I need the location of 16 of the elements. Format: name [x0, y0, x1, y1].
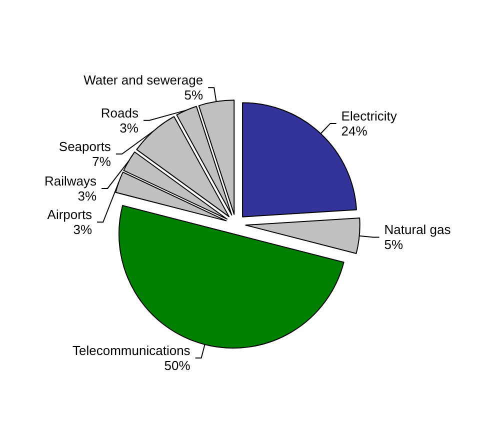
- data-label: 3%: [73, 222, 92, 238]
- slice-label: Telecommunications: [72, 343, 191, 358]
- slice-label: Natural gas: [384, 222, 452, 238]
- data-label: 3%: [78, 188, 97, 204]
- slice-label: Roads: [100, 105, 139, 120]
- data-label: 50%: [164, 358, 191, 374]
- data-label: 3%: [120, 120, 139, 136]
- data-label: 7%: [92, 154, 112, 170]
- slice-label: Airports: [47, 207, 93, 222]
- slice-label: Electricity: [341, 108, 398, 124]
- slice-label: Water and sewerage: [84, 72, 204, 88]
- slice-label: Seaports: [58, 139, 112, 154]
- data-label: 5%: [384, 237, 404, 252]
- data-label: 5%: [184, 88, 204, 103]
- data-label: 24%: [341, 123, 368, 138]
- slice-label: Railways: [44, 173, 98, 188]
